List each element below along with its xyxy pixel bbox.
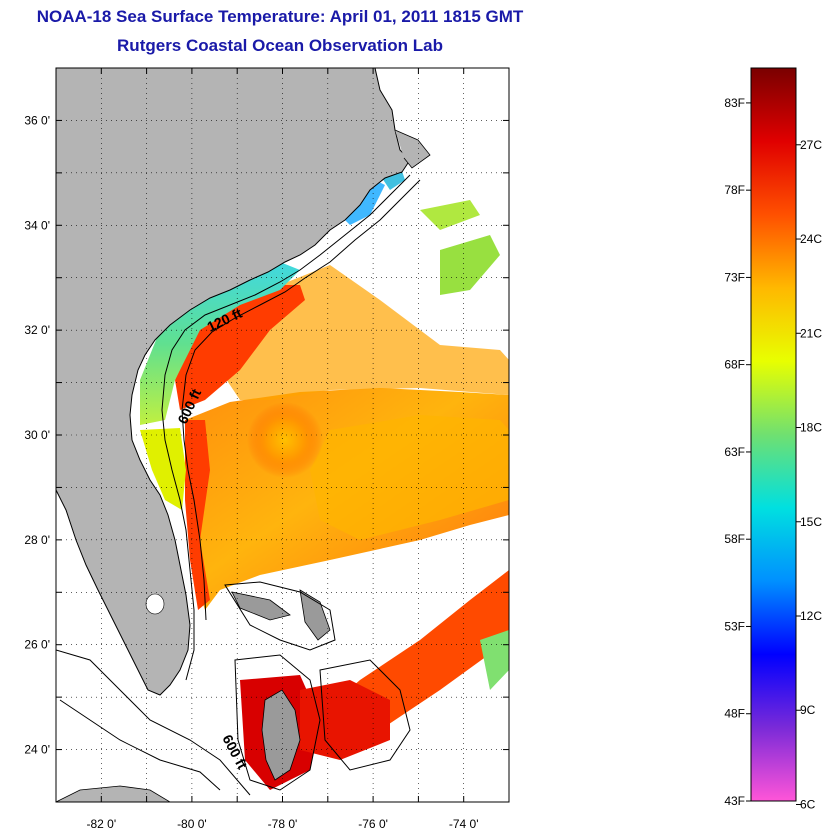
lon-tick-label: -80 0' bbox=[177, 817, 207, 831]
sst-patch-green-1 bbox=[440, 235, 500, 295]
land-bahamas-andros bbox=[261, 689, 301, 781]
lon-tick-label: -76 0' bbox=[358, 817, 388, 831]
lon-tick-label: -78 0' bbox=[268, 817, 298, 831]
bathymetry-contours bbox=[56, 174, 421, 796]
colorbar-label-c: 18C bbox=[800, 421, 822, 435]
colorbar-label-c: 15C bbox=[800, 515, 822, 529]
lon-tick-label: -74 0' bbox=[449, 817, 479, 831]
lon-tick-label: -82 0' bbox=[86, 817, 116, 831]
colorbar-label-f: 73F bbox=[724, 270, 745, 284]
lat-tick-label: 28 0' bbox=[24, 533, 50, 547]
map-subtitle: Rutgers Coastal Ocean Observation Lab bbox=[117, 36, 443, 55]
lat-tick-label: 24 0' bbox=[24, 743, 50, 757]
land-bahamas-grand bbox=[231, 591, 291, 621]
colorbar-label-c: 24C bbox=[800, 232, 822, 246]
sst-gulfstream-south bbox=[185, 420, 210, 610]
colorbar-fahrenheit-labels: 83F 78F 73F 68F 63F 58F 53F 48F 43F bbox=[724, 96, 751, 808]
land-bahamas-abaco bbox=[299, 589, 331, 641]
lat-tick-label: 26 0' bbox=[24, 638, 50, 652]
contour-bahamas-b bbox=[234, 654, 321, 791]
lat-tick-label: 32 0' bbox=[24, 323, 50, 337]
sst-patch-green-2 bbox=[420, 200, 480, 230]
sst-swath-warm-east bbox=[310, 415, 509, 540]
colorbar-label-f: 63F bbox=[724, 445, 745, 459]
colorbar-gradient bbox=[750, 67, 797, 802]
colorbar-label-f: 68F bbox=[724, 358, 745, 372]
lat-tick-label: 30 0' bbox=[24, 428, 50, 442]
contour-south bbox=[56, 649, 251, 796]
colorbar-label-f: 83F bbox=[724, 96, 745, 110]
land-mainland bbox=[56, 68, 411, 696]
contour-keys bbox=[59, 699, 221, 791]
colorbar-celsius-labels: 27C 24C 21C 18C 15C 12C 9C 6C bbox=[796, 138, 822, 811]
colorbar-label-c: 9C bbox=[800, 703, 816, 717]
land-lake-okeechobee bbox=[145, 593, 165, 615]
colorbar-label-f: 53F bbox=[724, 619, 745, 633]
contour-600ft bbox=[181, 179, 421, 621]
colorbar-label-c: 21C bbox=[800, 326, 822, 340]
land-bottom-cuba bbox=[56, 785, 171, 802]
axis-ticks bbox=[55, 67, 510, 803]
colorbar-label-c: 6C bbox=[800, 797, 816, 811]
sst-coastal-band bbox=[140, 262, 300, 425]
map-content bbox=[56, 68, 509, 802]
sst-eddy bbox=[247, 402, 323, 478]
lat-tick-label: 36 0' bbox=[24, 113, 50, 127]
colorbar-label-f: 58F bbox=[724, 532, 745, 546]
axis-labels: -82 0' -80 0' -78 0' -76 0' -74 0' 36 0' 34 0'… bbox=[24, 113, 478, 831]
lat-tick-label: 34 0' bbox=[24, 218, 50, 232]
land-outer-banks bbox=[394, 129, 431, 169]
colorbar-label-c: 27C bbox=[800, 138, 822, 152]
colorbar-label-f: 48F bbox=[724, 707, 745, 721]
contour-120ft bbox=[161, 174, 411, 681]
contour-bahamas-c bbox=[319, 659, 411, 771]
contour-bahamas-a bbox=[224, 581, 336, 651]
colorbar-label-f: 43F bbox=[724, 794, 745, 808]
land bbox=[56, 68, 431, 802]
colorbar-label-c: 12C bbox=[800, 609, 822, 623]
colorbar-label-f: 78F bbox=[724, 183, 745, 197]
sst-coastal-south bbox=[140, 428, 186, 510]
map-title: NOAA-18 Sea Surface Temperature: April 0… bbox=[36, 7, 524, 26]
lat-lon-grid bbox=[56, 68, 509, 802]
sst-swaths bbox=[140, 165, 509, 790]
